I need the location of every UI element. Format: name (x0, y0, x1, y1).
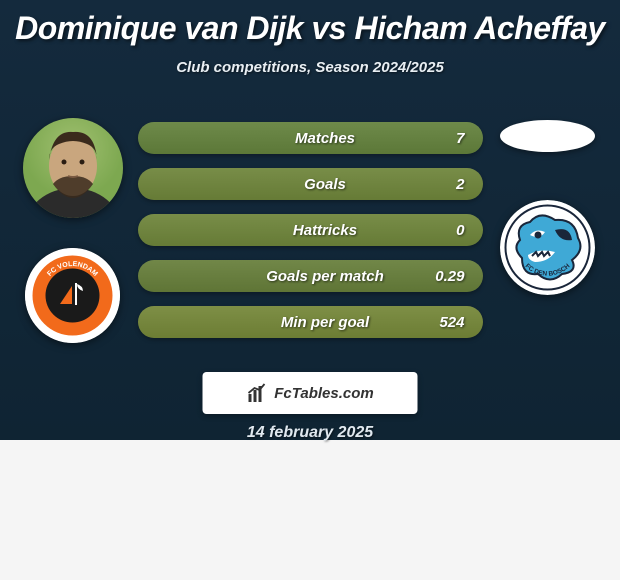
volendam-logo-icon: FC VOLENDAM (25, 248, 120, 343)
player-avatar-icon (23, 118, 123, 218)
stat-value: 2 (425, 176, 465, 193)
stat-label: Goals per match (156, 268, 425, 285)
branding-text: FcTables.com (274, 385, 373, 402)
right-player-photo-blank (500, 120, 595, 152)
left-player-photo (23, 118, 123, 218)
subtitle: Club competitions, Season 2024/2025 (0, 59, 620, 76)
stat-row: Goals2 (138, 168, 483, 200)
date-line: 14 february 2025 (0, 424, 620, 442)
right-player-column: FC DEN BOSCH (493, 110, 603, 295)
stat-row: Hattricks0 (138, 214, 483, 246)
stat-row: Min per goal524 (138, 306, 483, 338)
stat-value: 7 (425, 130, 465, 147)
comparison-area: FC VOLENDAM Matches7 Goals2 Hattricks0 Goal… (0, 110, 620, 343)
stat-value: 524 (425, 314, 465, 331)
blank-area (0, 440, 620, 580)
stat-value: 0 (425, 222, 465, 239)
branding-box: FcTables.com (203, 372, 418, 414)
right-club-logo: FC DEN BOSCH (500, 200, 595, 295)
stat-label: Min per goal (156, 314, 425, 331)
stat-label: Goals (156, 176, 425, 193)
chart-icon (246, 382, 268, 404)
left-club-logo: FC VOLENDAM (25, 248, 120, 343)
stat-label: Hattricks (156, 222, 425, 239)
page-title: Dominique van Dijk vs Hicham Acheffay (0, 0, 620, 47)
stat-value: 0.29 (425, 268, 465, 285)
stat-row: Goals per match0.29 (138, 260, 483, 292)
stat-label: Matches (156, 130, 425, 147)
stat-row: Matches7 (138, 122, 483, 154)
den-bosch-logo-icon: FC DEN BOSCH (500, 200, 595, 295)
stats-column: Matches7Goals2Hattricks0Goals per match0… (138, 122, 483, 338)
left-player-column: FC VOLENDAM (18, 110, 128, 343)
